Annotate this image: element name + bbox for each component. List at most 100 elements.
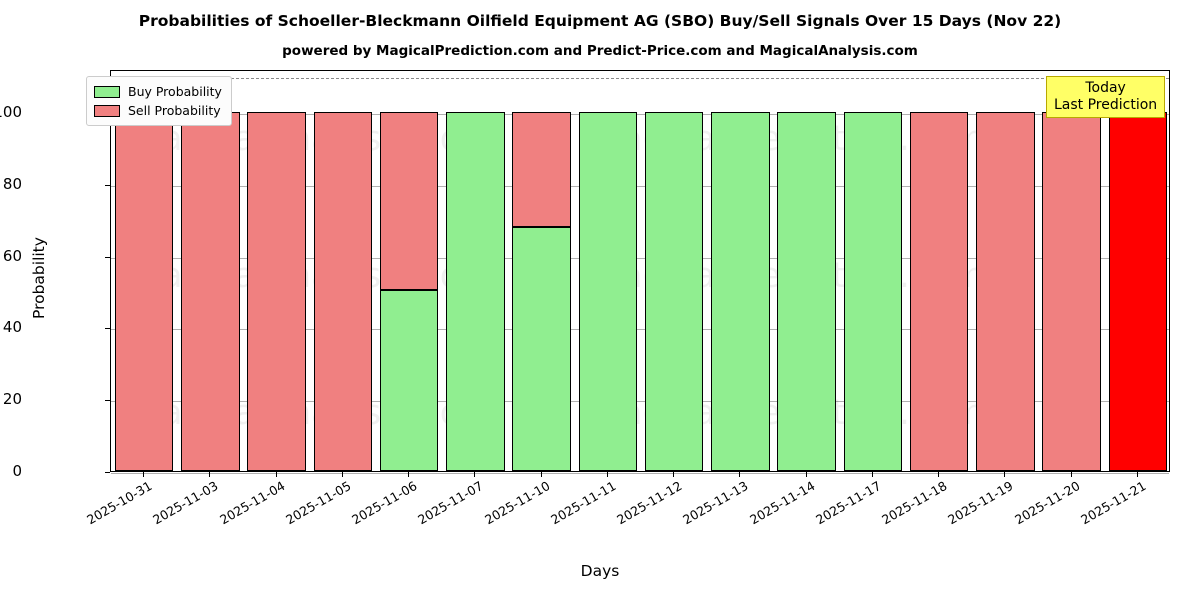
x-tick-mark [673,472,675,477]
x-tick-mark [408,472,410,477]
gridline [111,257,1169,259]
bar-group[interactable] [1042,69,1101,471]
bar-segment-buy[interactable] [446,112,505,471]
bar-group[interactable] [644,69,704,471]
bar-group[interactable] [181,69,240,471]
bar-segment-buy[interactable] [711,112,770,471]
bar-group[interactable] [843,69,903,471]
x-tick-label: 2025-11-07 [415,478,486,528]
bar-group[interactable] [446,69,505,471]
x-tick-label: 2025-11-21 [1077,478,1149,528]
y-tick-mark [105,472,110,473]
bar-group[interactable] [578,69,638,471]
y-tick-label: 80 [2,174,22,193]
x-tick-mark [871,472,873,477]
reference-dashed-line [111,78,1169,80]
x-tick-label: 2025-11-11 [547,478,619,528]
x-tick-mark [938,472,940,477]
legend-swatch-buy-icon [94,85,120,98]
x-axis-label: Days [580,562,620,580]
y-tick-label: 40 [2,318,22,337]
x-tick-label: 2025-11-13 [680,478,751,528]
bar-group[interactable] [909,69,969,471]
bar-group[interactable] [247,69,306,471]
x-tick-mark [474,472,476,477]
y-tick-mark [105,400,110,402]
x-tick-label: 2025-11-03 [150,478,221,528]
bar-group[interactable] [1108,69,1168,471]
today-annotation-line2: Last Prediction [1054,96,1158,113]
today-annotation: Today Last Prediction [1046,76,1166,119]
x-tick-label: 2025-11-18 [879,478,950,528]
chart-title: Probabilities of Schoeller-Bleckmann Oil… [138,12,1062,30]
x-tick-label: 2025-11-04 [216,478,288,528]
gridline [111,401,1169,403]
bar-segment-today[interactable] [1108,112,1168,471]
x-tick-mark [1136,472,1138,477]
bar-segment-sell[interactable] [512,112,571,227]
x-tick-label: 2025-11-19 [945,478,1016,528]
bar-segment-sell[interactable] [976,112,1035,471]
x-tick-label: 2025-11-14 [746,478,818,528]
bar-segment-buy[interactable] [379,289,439,471]
legend-label-sell: Sell Probability [128,103,221,118]
x-tick-mark [209,472,211,477]
x-tick-label: 2025-11-20 [1011,478,1083,528]
x-tick-mark [143,472,145,477]
bar-segment-sell[interactable] [379,112,439,290]
bar-series [111,71,1169,471]
y-tick-label: 20 [2,390,22,409]
bar-segment-buy[interactable] [777,112,836,471]
legend-label-buy: Buy Probability [128,84,222,99]
y-tick-mark [105,328,110,330]
bar-segment-sell[interactable] [1042,112,1101,471]
x-tick-mark [1004,472,1006,477]
legend-swatch-sell-icon [94,104,120,117]
gridline [111,329,1169,331]
bar-group[interactable] [777,69,836,471]
x-tick-mark [341,472,343,477]
bar-segment-sell[interactable] [114,112,174,471]
y-tick-label: 60 [2,246,22,265]
x-tick-label: 2025-11-17 [812,478,884,528]
bar-segment-buy[interactable] [843,112,903,471]
bar-segment-buy[interactable] [512,226,571,471]
y-tick-mark [105,184,110,186]
x-tick-mark [275,472,277,477]
legend-item-sell: Sell Probability [94,101,222,120]
x-tick-label: 2025-10-31 [84,478,155,528]
gridline [111,114,1169,116]
x-tick-label: 2025-11-12 [614,478,685,528]
today-annotation-line1: Today [1085,80,1126,96]
y-tick-label: 0 [12,462,22,480]
gridline [111,185,1169,187]
bar-segment-sell[interactable] [909,112,969,471]
y-tick-mark [105,256,110,258]
y-tick-label: 100 [0,103,22,122]
bar-segment-sell[interactable] [247,112,306,471]
x-tick-mark [540,472,542,477]
gridline [111,473,1169,474]
bar-group[interactable] [379,69,439,471]
plot-area: MagicalAnalysis.comMagicalPrediction.com… [110,70,1170,474]
legend-item-buy: Buy Probability [94,82,222,101]
bar-group[interactable] [976,69,1035,471]
bar-group[interactable] [313,69,373,471]
chart-legend: Buy Probability Sell Probability [86,76,232,126]
chart-subtitle: powered by MagicalPrediction.com and Pre… [282,43,918,59]
x-tick-label: 2025-11-05 [282,478,354,528]
bar-group[interactable] [114,69,174,471]
bar-group[interactable] [711,69,770,471]
x-tick-mark [1070,472,1072,477]
x-tick-label: 2025-11-10 [481,478,553,528]
bar-segment-buy[interactable] [578,112,638,471]
x-tick-mark [805,472,807,477]
bar-segment-sell[interactable] [313,112,373,471]
x-tick-mark [739,472,741,477]
bar-group[interactable] [512,69,571,471]
x-tick-label: 2025-11-06 [349,478,420,528]
y-axis-label: Probability [30,237,48,319]
bar-segment-buy[interactable] [644,112,704,471]
bar-segment-sell[interactable] [181,112,240,471]
